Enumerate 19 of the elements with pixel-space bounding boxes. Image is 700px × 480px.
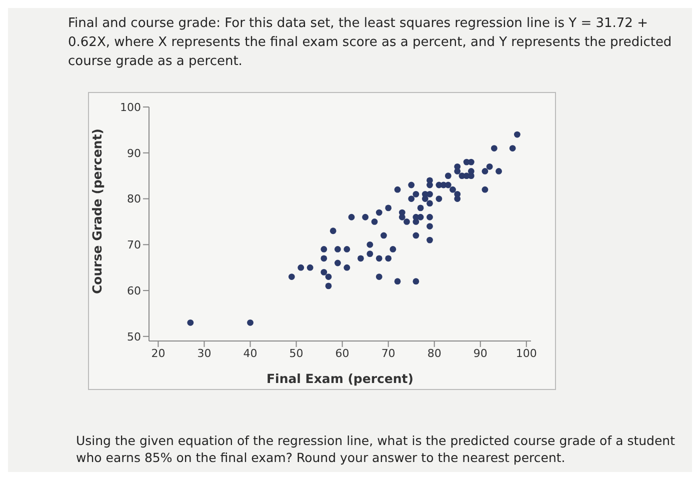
x-tick-label: 60 — [335, 346, 350, 360]
y-tick-label: 70 — [127, 238, 141, 252]
x-tick-label: 50 — [289, 346, 304, 360]
x-tick-label: 70 — [381, 346, 396, 360]
y-tick-label: 50 — [127, 330, 141, 344]
x-axis-title: Final Exam (percent) — [266, 371, 414, 386]
x-tick-label: 80 — [427, 346, 442, 360]
y-tick-label: 90 — [127, 146, 141, 160]
chart-title: Final and course grade: For this data set, the least squares regression line is Y = 31.72 + 0.62X, where X represents the final exam score as a percent, and Y represents the predicted course grade as a percent. — [68, 15, 673, 71]
x-tick-label: 30 — [197, 346, 212, 360]
y-axis-title: Course Grade (percent) — [89, 128, 104, 294]
y-tick-label: 100 — [120, 100, 141, 114]
x-tick-label: 90 — [473, 346, 488, 360]
x-tick-label: 40 — [243, 346, 258, 360]
x-tick-label: 20 — [151, 346, 166, 360]
y-tick-label: 60 — [127, 284, 141, 298]
y-tick-label: 80 — [127, 192, 141, 206]
text: Using the given equation of the regression line, what is the predicted course grade of a student who earns 85% on the final exam? Round your answer to the nearest percent. — [76, 432, 676, 466]
x-tick-label: 100 — [516, 346, 537, 360]
